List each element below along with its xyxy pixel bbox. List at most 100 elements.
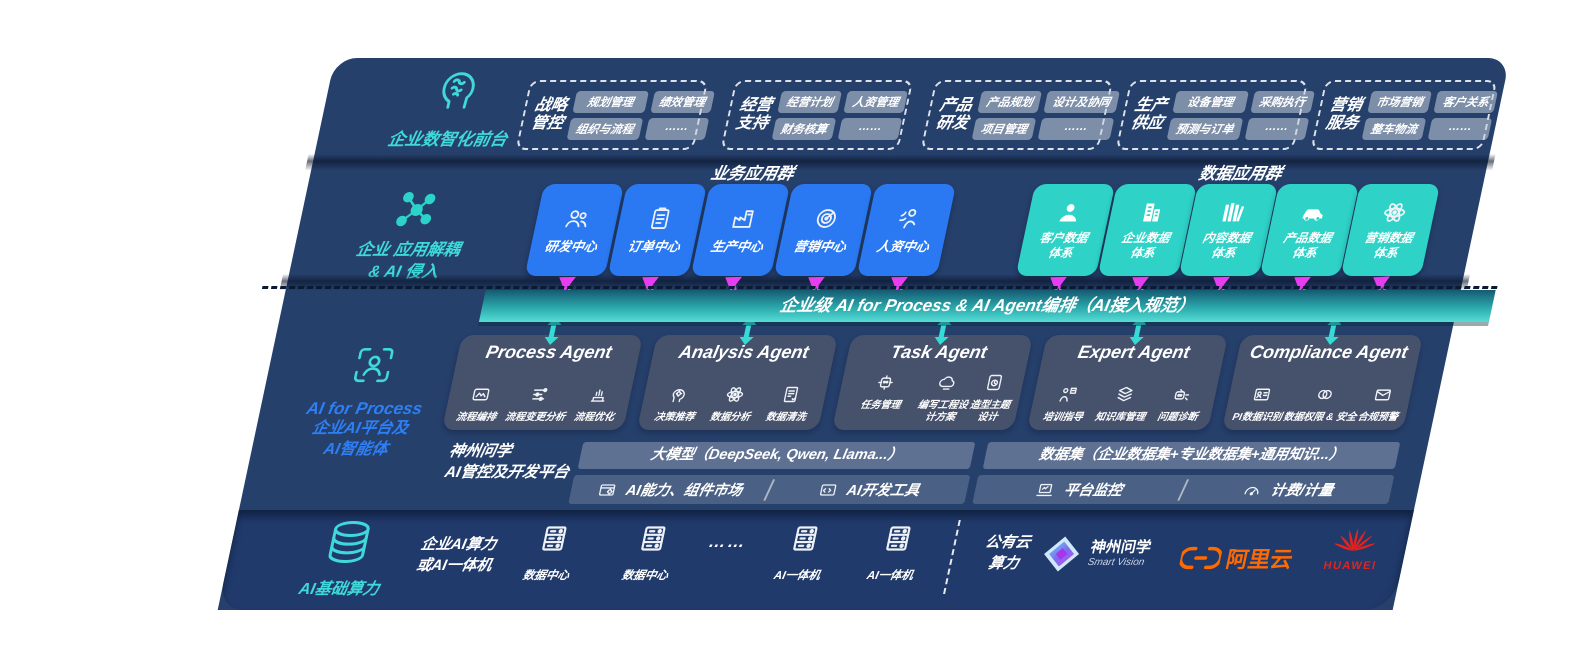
ai-layer-title: AI for Process [304, 399, 425, 418]
task-agent-box[interactable]: Task Agent 任务管理 编写工程设计方案 造型主题设计 [831, 335, 1034, 430]
capability-pill: …… [837, 117, 903, 140]
business-card-marketing-center[interactable]: 营销中心 [773, 184, 874, 276]
data-card-customer[interactable]: 客户数据 体系 [1015, 184, 1116, 276]
process-agent-box[interactable]: Process Agent 流程编排 流程变更分析 流程优化 [441, 335, 644, 430]
group-label: 产品 研发 [934, 96, 974, 132]
business-card-hr-center[interactable]: 人资中心 [856, 184, 957, 276]
data-card-content[interactable]: 内容数据 体系 [1178, 184, 1279, 276]
capability-pill: 组织与流程 [566, 117, 643, 140]
infra-node-datacenter: 数据中心 [499, 522, 602, 583]
ai-components-market[interactable]: AI能力、组件市场 [569, 479, 770, 500]
agent-capability: 任务管理 [840, 372, 923, 423]
data-group-title: 数据应用群 [1197, 165, 1284, 183]
optimize-icon [586, 384, 611, 405]
user-icon [1053, 199, 1086, 226]
front-office-group-supply: 生产 供应 设备管理 采购执行 预测与订单 …… [1115, 80, 1315, 150]
app-layer-side: 企业 应用解耦 & AI 侵入 [313, 188, 509, 284]
front-office-group-strategy: 战略 管控 规划管理 绩效管理 组织与流程 …… [515, 80, 715, 150]
capability-pill: …… [1037, 117, 1114, 140]
knowledge-stack-icon [1112, 384, 1137, 405]
permission-icon [1312, 384, 1337, 405]
analysis-agent-box[interactable]: Analysis Agent 决策推荐 数据分析 数据清洗 [636, 335, 839, 430]
person-focus-icon [348, 344, 399, 386]
dev-tools-icon [816, 480, 840, 500]
server-icon [878, 522, 918, 555]
business-card-order-center[interactable]: 订单中心 [607, 184, 708, 276]
server-icon [633, 522, 673, 555]
capability-pill: 绩效管理 [649, 90, 715, 113]
ai-layer-side: AI for Process 企业AI平台及 AI智能体 [265, 344, 466, 461]
diagnosis-icon [1170, 384, 1195, 405]
database-icon [318, 516, 381, 568]
agent-capability: 数据清洗 [757, 384, 821, 424]
capability-pill: 市场营销 [1367, 90, 1433, 113]
architecture-diagram: 企业数智化前台 战略 管控 规划管理 绩效管理 组织与流程 …… 经营 支持 经营计… [217, 58, 1510, 610]
id-card-icon [1249, 384, 1274, 405]
agent-capability: 流程编排 [450, 384, 507, 424]
compliance-agent-box[interactable]: Compliance Agent PI数据识别 数据权限 & 安全 合规预警 [1221, 335, 1424, 430]
data-card-marketing[interactable]: 营销数据 体系 [1340, 184, 1441, 276]
clipboard-icon [643, 205, 676, 232]
huawei-logo [1333, 526, 1379, 554]
agent-capability: 流程优化 [568, 384, 625, 424]
people-icon [892, 205, 925, 232]
agent-capability: 编写工程设计方案 [913, 372, 976, 423]
atom-icon [722, 384, 747, 405]
expert-agent-box[interactable]: Expert Agent 培训指导 知识库管理 问题诊断 [1026, 335, 1229, 430]
dataset-bar[interactable]: 数据集（企业数据集+专业数据集+通用知识...） [982, 442, 1401, 469]
capability-pill: 设备管理 [1172, 90, 1249, 113]
vendor-smart-vision: 神州问学 Smart Vision [1037, 534, 1154, 574]
agent-capability: PI数据识别 [1230, 384, 1289, 424]
ai-dev-tools[interactable]: AI开发工具 [768, 479, 969, 500]
training-icon [1055, 384, 1080, 405]
data-clean-icon [778, 384, 803, 405]
cloud-doc-icon [935, 372, 960, 393]
agent-capability: 培训指导 [1035, 384, 1096, 424]
capability-pill: …… [1427, 117, 1493, 140]
infra-node-ellipsis: …… [707, 532, 750, 551]
team-icon [560, 205, 593, 232]
data-card-enterprise[interactable]: 企业数据 体系 [1097, 184, 1198, 276]
vendor-alibaba-cloud: 阿里云 [1177, 542, 1296, 574]
building-icon [1135, 199, 1168, 226]
dashed-divider [943, 520, 961, 594]
alert-mail-icon [1370, 384, 1395, 405]
group-label: 生产 供应 [1129, 96, 1169, 132]
factory-icon [726, 205, 759, 232]
capability-pill: 采购执行 [1249, 90, 1315, 113]
capability-pill: 人资管理 [843, 90, 909, 113]
business-card-rd-center[interactable]: 研发中心 [524, 184, 625, 276]
infra-label: AI基础算力 [297, 581, 381, 598]
flow-change-icon [527, 384, 552, 405]
meter-icon [1240, 480, 1264, 500]
front-office-label: 企业数智化前台 [386, 130, 510, 149]
monitor-icon [1033, 480, 1057, 500]
target-icon [809, 205, 842, 232]
agent-capability: 造型主题设计 [965, 372, 1018, 423]
model-bar[interactable]: 大模型（DeepSeek, Qwen, Llama...） [577, 442, 976, 469]
capability-pill: 项目管理 [971, 117, 1037, 140]
car-icon [1297, 199, 1330, 226]
agent-capability: 流程变更分析 [499, 384, 576, 424]
platform-monitor[interactable]: 平台监控 [973, 479, 1184, 500]
business-card-production-center[interactable]: 生产中心 [690, 184, 791, 276]
capability-pill: 客户关系 [1433, 90, 1499, 113]
front-office-side: 企业数智化前台 [353, 64, 555, 150]
agent-capability: 数据权限 & 安全 [1281, 384, 1364, 424]
alicloud-bracket-icon [1178, 545, 1224, 571]
infra-side: AI基础算力 [262, 516, 430, 599]
components-icon [595, 480, 619, 500]
layer-boundary-dashed-line [261, 286, 1498, 289]
capability-pill: 设计及协同 [1043, 90, 1120, 113]
server-icon [534, 522, 574, 555]
group-label: 战略 管控 [529, 96, 569, 132]
workflow-icon [468, 384, 493, 405]
infra-node-ai-appliance: AI一体机 [750, 522, 853, 583]
smart-vision-logo [1037, 534, 1086, 574]
capability-pill: 财务核算 [771, 117, 837, 140]
billing-metering[interactable]: 计费/计量 [1182, 479, 1393, 500]
agent-capability: 数据分析 [701, 384, 765, 424]
data-card-product[interactable]: 产品数据 体系 [1259, 184, 1360, 276]
agent-capability: 合规预警 [1356, 384, 1406, 424]
group-label: 营销 服务 [1324, 96, 1364, 132]
